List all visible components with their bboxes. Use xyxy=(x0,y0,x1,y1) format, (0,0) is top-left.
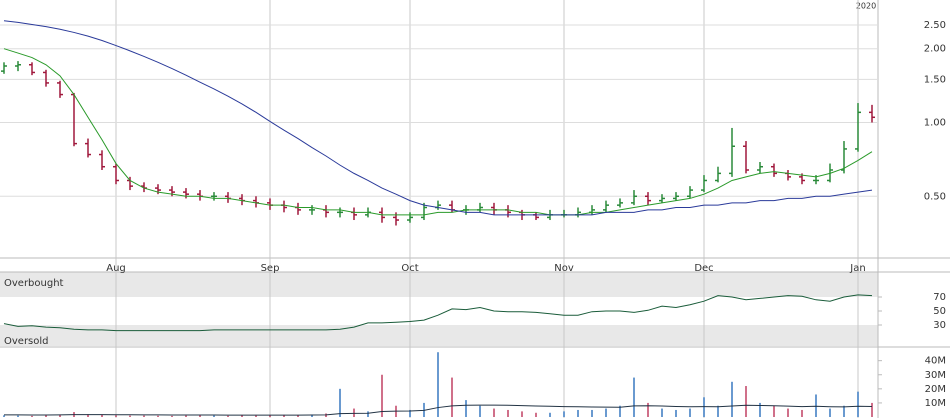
y-tick-label: 20M xyxy=(925,384,946,395)
x-tick-label: Jan xyxy=(849,263,865,274)
volume-bar xyxy=(31,415,33,417)
volume-bar xyxy=(143,415,145,417)
x-tick-label: Sep xyxy=(261,263,280,274)
volume-bar xyxy=(213,415,215,417)
volume-bar xyxy=(535,412,537,417)
volume-bar xyxy=(521,411,523,417)
y-tick-label: 2.00 xyxy=(924,44,946,55)
volume-bar xyxy=(227,415,229,417)
volume-bar xyxy=(437,352,439,417)
volume-bar xyxy=(829,408,831,417)
volume-bar xyxy=(745,386,747,417)
overbought-label: Overbought xyxy=(4,278,64,289)
volume-bar xyxy=(17,415,19,417)
moving-average xyxy=(3,48,873,216)
oversold-label: Oversold xyxy=(4,336,49,347)
volume-bar xyxy=(563,411,565,417)
volume-bar xyxy=(605,408,607,417)
x-tick-label: Oct xyxy=(401,263,418,274)
volume-bar xyxy=(297,415,299,417)
y-tick-label: 50 xyxy=(933,306,946,317)
volume-bar xyxy=(339,388,341,417)
volume-bar xyxy=(493,408,495,417)
year-label: 2020 xyxy=(856,2,876,11)
volume-bar xyxy=(157,415,159,417)
y-tick-label: 0.50 xyxy=(924,191,946,202)
volume-bar xyxy=(507,409,509,417)
overbought-band xyxy=(0,272,878,297)
volume-bar xyxy=(801,409,803,417)
volume-bar xyxy=(199,415,201,417)
volume-bar xyxy=(115,415,117,417)
volume-bar xyxy=(451,377,453,417)
volume-bar xyxy=(815,394,817,417)
volume-bar xyxy=(367,411,369,417)
volume-bar xyxy=(171,415,173,417)
volume-bar xyxy=(731,381,733,417)
volume-bar xyxy=(409,409,411,417)
volume-bar xyxy=(381,374,383,417)
volume-bar xyxy=(675,409,677,417)
oversold-band xyxy=(0,325,878,346)
volume-bar xyxy=(857,391,859,417)
volume-bar xyxy=(353,408,355,417)
volume-bar xyxy=(311,414,313,417)
volume-bar xyxy=(773,405,775,417)
volume-bar xyxy=(759,402,761,417)
rsi-line xyxy=(3,294,873,332)
moving-average xyxy=(3,20,873,216)
y-tick-label: 30M xyxy=(925,370,946,381)
volume-average xyxy=(4,404,873,416)
y-tick-label: 2.50 xyxy=(924,20,946,31)
volume-bar xyxy=(479,405,481,417)
volume-bar xyxy=(703,397,705,417)
volume-bar xyxy=(689,408,691,417)
volume-bar xyxy=(255,415,257,417)
volume-bar xyxy=(45,414,47,417)
volume-bar xyxy=(843,405,845,417)
volume-bar xyxy=(87,414,89,417)
y-tick-label: 1.00 xyxy=(924,117,946,128)
volume-bar xyxy=(591,409,593,417)
volume-bar xyxy=(549,412,551,417)
x-tick-label: Nov xyxy=(554,263,574,274)
volume-bar xyxy=(269,415,271,417)
y-tick-label: 40M xyxy=(925,356,946,367)
volume-bar xyxy=(619,405,621,417)
x-tick-label: Aug xyxy=(106,263,126,274)
volume-bar xyxy=(465,400,467,417)
volume-bar xyxy=(577,409,579,417)
volume-bar xyxy=(661,408,663,417)
volume-bar xyxy=(647,402,649,417)
volume-bar xyxy=(283,414,285,417)
y-tick-label: 30 xyxy=(933,320,946,331)
volume-bar xyxy=(787,408,789,417)
volume-bar xyxy=(241,415,243,417)
volume-bar xyxy=(717,405,719,417)
volume-bar xyxy=(3,415,5,417)
y-tick-label: 70 xyxy=(933,292,946,303)
volume-bar xyxy=(129,415,131,417)
y-tick-label: 1.50 xyxy=(924,74,946,85)
x-tick-label: Dec xyxy=(694,263,713,274)
volume-bar xyxy=(871,402,873,417)
volume-bar xyxy=(101,414,103,417)
y-tick-label: 10M xyxy=(925,398,946,409)
volume-bar xyxy=(633,377,635,417)
volume-bar xyxy=(59,414,61,417)
volume-bar xyxy=(185,415,187,417)
